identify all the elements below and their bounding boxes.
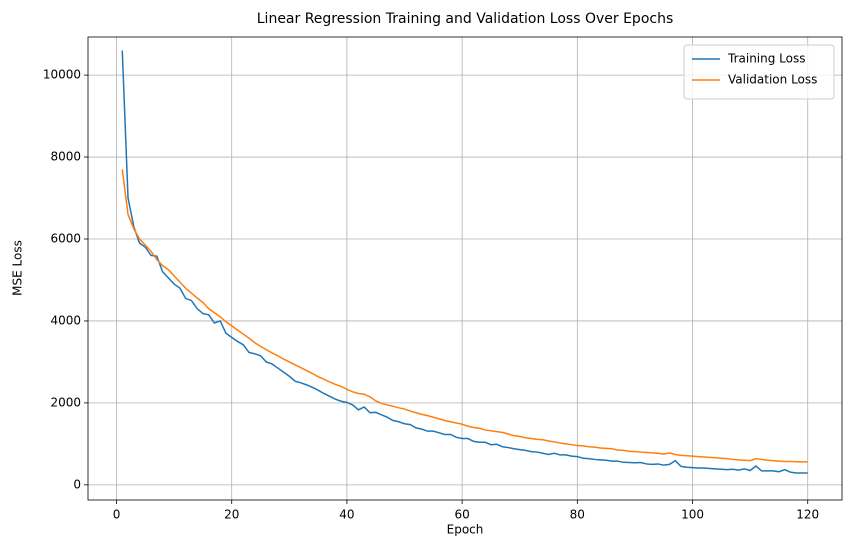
legend-box: [683, 44, 835, 100]
y-tick-label: 4000: [50, 313, 81, 327]
plot-frame: [87, 36, 843, 501]
y-tick-label: 8000: [50, 150, 81, 164]
x-tick-label: 60: [454, 508, 469, 522]
line-series: [121, 169, 808, 463]
legend-label: Training Loss: [727, 52, 805, 66]
x-tick-label: 120: [796, 508, 819, 522]
x-tick-label: 80: [570, 508, 585, 522]
y-tick-label: 0: [73, 477, 81, 491]
legend-label: Validation Loss: [728, 73, 817, 87]
line-series: [121, 50, 808, 474]
y-tick-label: 2000: [50, 395, 81, 409]
x-tick-label: 20: [224, 508, 239, 522]
y-tick-label: 10000: [43, 68, 81, 82]
y-tick-label: 6000: [50, 231, 81, 245]
x-tick-label: 100: [681, 508, 704, 522]
y-axis-label: MSE Loss: [11, 240, 25, 296]
x-axis-label: Epoch: [447, 523, 484, 537]
x-tick-label: 0: [113, 508, 121, 522]
chart-title: Linear Regression Training and Validatio…: [257, 11, 674, 27]
x-tick-label: 40: [339, 508, 354, 522]
